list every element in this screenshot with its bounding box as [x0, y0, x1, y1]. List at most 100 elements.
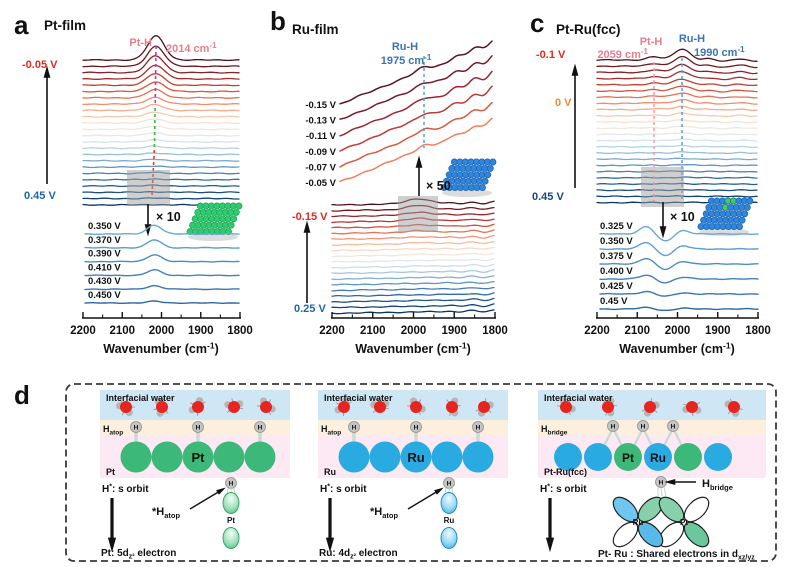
cluster-atom	[486, 164, 494, 172]
mechanism-dashed-border	[65, 383, 777, 562]
metal-atom	[584, 443, 612, 471]
h-atom	[607, 420, 619, 432]
metal-atom	[704, 443, 732, 471]
spectrum-curve	[599, 290, 759, 297]
spectrum-curve	[82, 125, 240, 131]
metal-atom	[151, 441, 183, 473]
cluster-atom	[481, 177, 489, 185]
inset-potential-label: 0.390 V	[88, 249, 121, 260]
axis-tick-label: 2000	[665, 325, 691, 337]
spectrum-curve	[84, 254, 240, 263]
h-atom-label: H	[414, 424, 419, 431]
spectrum-curve	[331, 309, 495, 315]
spectrum-curve	[596, 98, 758, 105]
water-o	[560, 401, 572, 413]
water-o	[478, 401, 490, 413]
axis-tick-label: 1900	[441, 325, 467, 337]
s0-result-text: Pt: 5dz² electron	[101, 548, 176, 561]
spectrum-curve	[596, 151, 758, 155]
cluster-atom	[738, 216, 746, 224]
axis-tick-label: 2000	[149, 325, 175, 337]
orbital-atom-label: Pt	[227, 516, 235, 525]
water-o	[686, 401, 698, 413]
spectrum-curve	[82, 138, 240, 143]
panel-a-peak-label: Pt-H	[129, 37, 152, 49]
arrow-head	[415, 155, 423, 168]
spectrum-curve	[331, 246, 495, 252]
spectrum-curve	[331, 280, 495, 286]
s0-surface-label: Pt	[106, 467, 115, 477]
spectrum-curve	[596, 132, 758, 136]
spectrum-curve	[596, 112, 758, 118]
h-atom-label: H	[611, 423, 616, 430]
inset-potential-label: 0.350 V	[600, 236, 633, 247]
spectrum-curve	[596, 78, 758, 87]
spectrum-curve	[84, 224, 240, 236]
spectrum-curve	[84, 269, 240, 277]
spectrum-curve	[82, 158, 240, 162]
inset-potential-label: 0.400 V	[600, 266, 633, 277]
panel-c-potential-top: -0.1 V	[536, 49, 566, 61]
spectrum-curve	[82, 73, 240, 87]
metal-atom	[674, 443, 702, 471]
cluster-atom	[230, 215, 238, 223]
metal-atom	[182, 441, 214, 473]
spectrum-curve	[82, 45, 240, 68]
s1-water-label: Interfacial water	[324, 393, 393, 403]
magnified-potential-label: -0.15 V	[305, 100, 336, 111]
spectrum-curve	[82, 55, 240, 74]
cluster-atom	[479, 184, 486, 192]
water-o	[260, 401, 272, 413]
panel-c-title: Pt-Ru(fcc)	[556, 22, 621, 37]
spectrum-curve	[331, 286, 495, 292]
s2-site-label: Hbridge	[541, 424, 568, 437]
metal-atom	[644, 443, 672, 471]
h-atom-label: H	[258, 424, 263, 431]
highlight-box	[641, 167, 684, 207]
cluster-atom	[736, 223, 743, 231]
spectrum-curve	[339, 117, 493, 183]
panel-b-magnification: × 50	[426, 179, 451, 193]
cluster-atom	[489, 158, 497, 166]
highlight-box	[127, 170, 170, 206]
spectrum-curve	[84, 300, 240, 304]
spectrum-curve	[82, 145, 240, 150]
cluster-atom	[743, 203, 751, 211]
panel-b-title: Ru-film	[292, 22, 339, 37]
spectrum-curve	[339, 40, 493, 105]
axis-tick-label: 2200	[584, 325, 610, 337]
spectrum-curve	[331, 257, 495, 263]
s2-water-label: Interfacial water	[544, 393, 613, 403]
spectrum-curve	[596, 48, 758, 62]
panel-c-potential-mid: 0 V	[555, 97, 572, 109]
metal-atom	[244, 441, 276, 473]
spectrum-curve	[596, 92, 758, 99]
spectrum-curve	[331, 234, 495, 240]
arrow-head	[325, 537, 335, 553]
cluster-atom	[227, 221, 235, 229]
panel-a-plot: 0.350 V 0.370 V 0.390 V 0.410 V 0.430 V 0.450…	[43, 35, 253, 337]
spectrum-curve	[596, 125, 758, 130]
s2-orbit-text: H*: s orbit	[540, 484, 587, 496]
s1-orbit-text: H*: s orbit	[320, 484, 367, 496]
arrow-head	[303, 220, 311, 233]
panel-b-plot: -0.15 V -0.13 V -0.11 V -0.09 V -0.07 V -0.05…	[303, 40, 508, 337]
spectrum-curve	[82, 35, 240, 62]
magnified-potential-label: -0.05 V	[305, 178, 336, 189]
panel-b-potential-top: -0.15 V	[292, 211, 328, 223]
panel-a-letter: a	[14, 10, 29, 40]
inset-potential-label: 0.425 V	[600, 281, 633, 292]
panel-c-magnification: × 10	[670, 210, 695, 224]
axis-tick-label: 2100	[109, 325, 135, 337]
h-atom-label: H	[476, 424, 481, 431]
water-o	[410, 401, 422, 413]
panel-c-plot: 0.325 V 0.350 V 0.375 V 0.400 V 0.425 V 0.45 …	[571, 48, 771, 337]
water-o	[728, 401, 740, 413]
panel-c-peak1-wavenumber: 2059 cm-1	[597, 47, 648, 61]
inset-potential-label: 0.410 V	[88, 262, 121, 273]
s0-ads-label: *Hatop	[152, 506, 180, 520]
spectrum-curve	[82, 88, 240, 99]
spectrum-curve	[82, 111, 240, 118]
spectrum-curve	[82, 81, 240, 93]
